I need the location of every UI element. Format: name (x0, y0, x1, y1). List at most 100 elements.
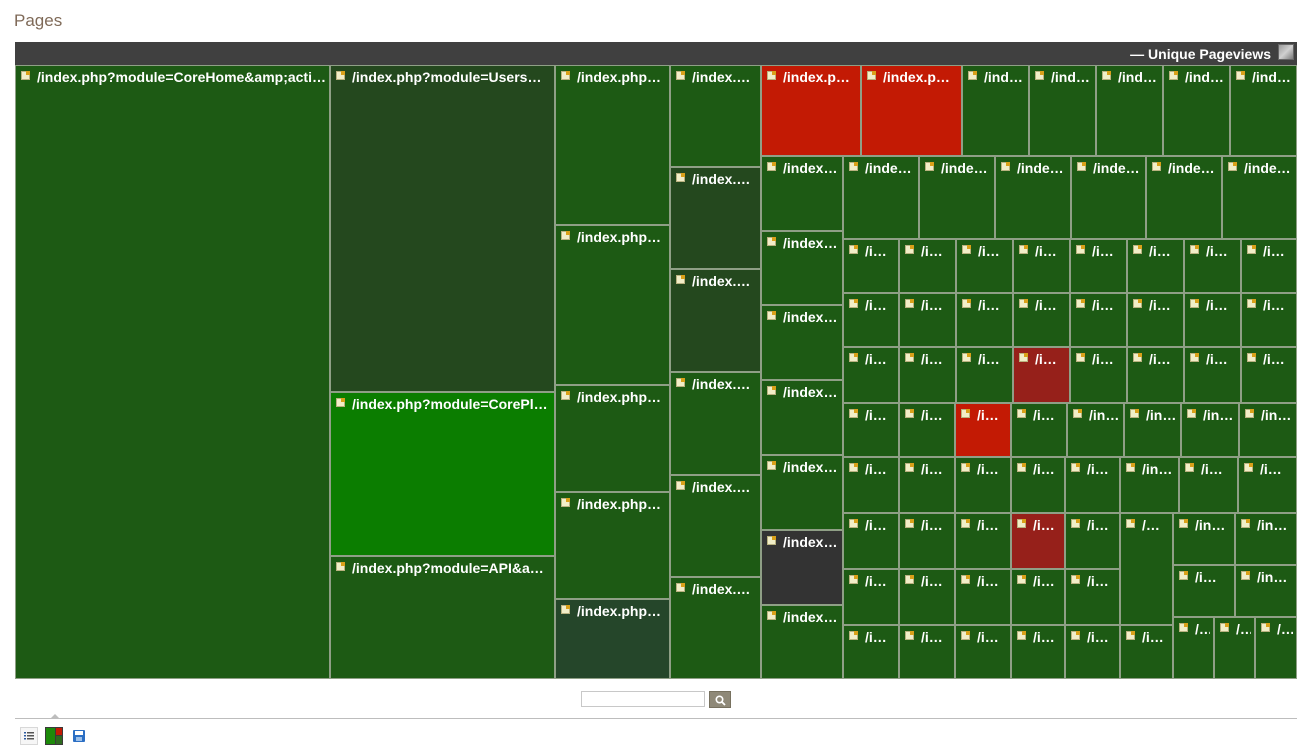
treemap-cell[interactable]: /index.… (670, 577, 761, 679)
external-link-icon[interactable] (1126, 463, 1135, 472)
external-link-icon[interactable] (767, 237, 776, 246)
external-link-icon[interactable] (961, 409, 970, 418)
external-link-icon[interactable] (1077, 162, 1086, 171)
external-link-icon[interactable] (1076, 245, 1085, 254)
treemap-cell[interactable]: /i… (1011, 513, 1065, 569)
treemap-cell[interactable]: /index.… (761, 530, 843, 605)
treemap-cell[interactable]: /index.… (670, 269, 761, 372)
external-link-icon[interactable] (21, 71, 30, 80)
external-link-icon[interactable] (1001, 162, 1010, 171)
treemap-cell[interactable]: /ind… (1029, 65, 1096, 156)
treemap-cell[interactable]: /i… (843, 239, 899, 293)
treemap-cell[interactable]: /index.… (670, 475, 761, 577)
treemap-cell[interactable]: /i… (1011, 625, 1065, 679)
external-link-icon[interactable] (849, 463, 858, 472)
external-link-icon[interactable] (767, 311, 776, 320)
treemap-cell[interactable]: /ind… (1163, 65, 1230, 156)
treemap-cell[interactable]: /i… (955, 403, 1011, 457)
external-link-icon[interactable] (905, 245, 914, 254)
treemap-cell[interactable]: /i… (843, 347, 899, 403)
external-link-icon[interactable] (1071, 463, 1080, 472)
external-link-icon[interactable] (961, 631, 970, 640)
treemap-cell[interactable]: /inde… (919, 156, 995, 239)
treemap-cell[interactable]: /i… (956, 239, 1013, 293)
treemap-cell[interactable]: /i… (843, 513, 899, 569)
external-link-icon[interactable] (1035, 71, 1044, 80)
external-link-icon[interactable] (561, 231, 570, 240)
external-link-icon[interactable] (905, 519, 914, 528)
treemap-cell[interactable]: /i… (1184, 239, 1241, 293)
treemap-cell[interactable]: /i… (843, 569, 899, 625)
external-link-icon[interactable] (1071, 519, 1080, 528)
external-link-icon[interactable] (1019, 299, 1028, 308)
treemap-cell[interactable]: /i… (1241, 239, 1297, 293)
external-link-icon[interactable] (676, 173, 685, 182)
external-link-icon[interactable] (676, 71, 685, 80)
search-input[interactable] (581, 691, 705, 707)
treemap-cell[interactable]: /i… (956, 293, 1013, 347)
external-link-icon[interactable] (1126, 631, 1135, 640)
treemap-cell[interactable]: /i… (1011, 403, 1067, 457)
external-link-icon[interactable] (849, 409, 858, 418)
treemap-cell[interactable]: /i… (955, 457, 1011, 513)
external-link-icon[interactable] (1169, 71, 1178, 80)
external-link-icon[interactable] (676, 275, 685, 284)
external-link-icon[interactable] (1152, 162, 1161, 171)
external-link-icon[interactable] (1017, 409, 1026, 418)
treemap-cell[interactable]: /ind… (1230, 65, 1297, 156)
treemap-cell[interactable]: /i… (899, 569, 955, 625)
treemap-cell[interactable]: /in… (1235, 565, 1297, 617)
external-link-icon[interactable] (561, 605, 570, 614)
external-link-icon[interactable] (1185, 463, 1194, 472)
external-link-icon[interactable] (1073, 409, 1082, 418)
treemap-cell[interactable]: /i… (955, 625, 1011, 679)
external-link-icon[interactable] (925, 162, 934, 171)
external-link-icon[interactable] (1220, 623, 1229, 632)
treemap-cell[interactable]: /in… (1235, 513, 1297, 565)
treemap-cell[interactable]: /i… (899, 293, 956, 347)
external-link-icon[interactable] (1247, 245, 1256, 254)
treemap-cell[interactable]: /i… (1241, 293, 1297, 347)
treemap-cell[interactable]: /i… (1065, 513, 1120, 569)
external-link-icon[interactable] (1133, 299, 1142, 308)
treemap-cell[interactable]: /index.php?module=API&am… (330, 556, 555, 679)
treemap-cell[interactable]: /i… (956, 347, 1013, 403)
external-link-icon[interactable] (336, 398, 345, 407)
treemap-cell[interactable]: /index.… (761, 305, 843, 380)
treemap-cell[interactable]: /i… (1011, 569, 1065, 625)
treemap-cell[interactable]: /inde… (1071, 156, 1146, 239)
external-link-icon[interactable] (1017, 519, 1026, 528)
treemap-cell[interactable]: /index.php… (555, 225, 670, 385)
external-link-icon[interactable] (1228, 162, 1237, 171)
treemap-cell[interactable]: /ind… (962, 65, 1029, 156)
treemap-cell[interactable]: /index.… (761, 380, 843, 455)
external-link-icon[interactable] (1236, 71, 1245, 80)
external-link-icon[interactable] (1071, 575, 1080, 584)
external-link-icon[interactable] (1241, 519, 1250, 528)
external-link-icon[interactable] (1190, 299, 1199, 308)
treemap-cell[interactable]: /i… (843, 403, 899, 457)
external-link-icon[interactable] (1241, 571, 1250, 580)
treemap-cell[interactable]: /index.php… (555, 599, 670, 679)
external-link-icon[interactable] (676, 378, 685, 387)
external-link-icon[interactable] (336, 562, 345, 571)
treemap-cell[interactable]: /in… (1120, 457, 1179, 513)
treemap-cell[interactable]: /i… (899, 347, 956, 403)
external-link-icon[interactable] (676, 583, 685, 592)
treemap-cell[interactable]: /inde… (995, 156, 1071, 239)
external-link-icon[interactable] (905, 463, 914, 472)
treemap-cell[interactable]: /inde… (1146, 156, 1222, 239)
treemap-cell[interactable]: /index.… (670, 372, 761, 475)
external-link-icon[interactable] (767, 386, 776, 395)
search-button[interactable] (709, 691, 731, 708)
external-link-icon[interactable] (961, 463, 970, 472)
treemap-cell[interactable]: /index.php… (555, 492, 670, 599)
treemap-cell[interactable]: /i… (1013, 239, 1070, 293)
external-link-icon[interactable] (961, 519, 970, 528)
treemap-cell[interactable]: /index.php?module=CoreHome&amp;actio… (15, 65, 330, 679)
external-link-icon[interactable] (1017, 631, 1026, 640)
treemap-cell[interactable]: /i… (1173, 617, 1214, 679)
external-link-icon[interactable] (1179, 519, 1188, 528)
treemap-cell[interactable]: /in… (1239, 403, 1297, 457)
export-button[interactable] (70, 727, 88, 745)
